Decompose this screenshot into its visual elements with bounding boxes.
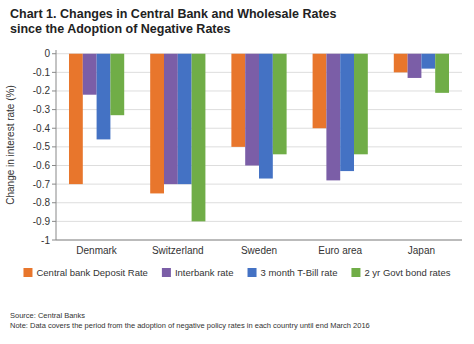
y-tick-label: -0.1 — [33, 67, 51, 78]
y-tick-label: -0.3 — [33, 104, 51, 115]
bar — [394, 54, 408, 73]
tick-mark — [52, 221, 56, 222]
legend-swatch — [351, 268, 360, 277]
annotation-line: Source: Central Banks — [10, 311, 85, 320]
legend-label: 2 yr Govt bond rates — [364, 267, 450, 278]
x-tick-label: Switzerland — [152, 245, 204, 256]
legend-item: 2 yr Govt bond rates — [351, 267, 450, 278]
y-tick-label: -0.6 — [33, 160, 51, 171]
bar — [97, 54, 111, 140]
bar — [340, 54, 354, 171]
y-axis-label: Change in interest rate (%) — [5, 85, 16, 205]
grid — [56, 54, 462, 240]
tick-mark — [52, 240, 56, 241]
x-tick-label: Euro area — [318, 245, 362, 256]
legend-label: Central bank Deposit Rate — [36, 267, 147, 278]
y-axis-line — [56, 50, 57, 240]
y-tick-label: -0.4 — [33, 123, 51, 134]
bar — [178, 54, 192, 184]
bar — [192, 54, 206, 222]
y-tick-label: -0.9 — [33, 216, 51, 227]
tick-mark — [52, 146, 56, 147]
legend-swatch — [162, 268, 171, 277]
bar — [259, 54, 273, 179]
tick-mark — [52, 53, 56, 54]
annotation-line: Note: Data covers the period from the ad… — [10, 321, 370, 330]
x-tick-label: Japan — [408, 245, 435, 256]
y-tick-label: 0 — [44, 48, 50, 59]
legend-swatch — [248, 268, 257, 277]
grid-line — [56, 221, 462, 222]
y-tick-label: -0.7 — [33, 179, 51, 190]
tick-mark — [52, 202, 56, 203]
legend-item: Central bank Deposit Rate — [23, 267, 147, 278]
legend: Central bank Deposit Rate Interbank rate 3… — [23, 267, 450, 278]
legend-swatch — [23, 268, 32, 277]
bars — [69, 54, 449, 222]
bar — [245, 54, 259, 166]
bar — [83, 54, 97, 95]
grid-line — [56, 202, 462, 203]
grid-line — [56, 240, 462, 241]
legend-item: Interbank rate — [162, 267, 234, 278]
tick-mark — [52, 128, 56, 129]
tick-mark — [52, 72, 56, 73]
bar — [421, 54, 435, 69]
y-tick-label: -0.8 — [33, 197, 51, 208]
chart: Chart 1. Changes in Central Bank and Who… — [0, 0, 474, 344]
grid-line — [56, 184, 462, 185]
tick-mark — [52, 184, 56, 185]
bar — [164, 54, 178, 184]
x-tick-label: Sweden — [241, 245, 277, 256]
title: Chart 1. Changes in Central Bank and Who… — [10, 7, 337, 36]
title-line: since the Adoption of Negative Rates — [10, 22, 230, 36]
title-line: Chart 1. Changes in Central Bank and Who… — [10, 7, 337, 21]
bar — [354, 54, 368, 155]
x-axis-line — [56, 240, 462, 241]
bar — [435, 54, 449, 93]
x-tick-label: Denmark — [76, 245, 118, 256]
y-tick-label: -0.5 — [33, 141, 51, 152]
y-tick-label: -0.2 — [33, 85, 51, 96]
tick-mark — [52, 165, 56, 166]
legend-label: Interbank rate — [175, 267, 234, 278]
y-tick-label: -1 — [41, 235, 50, 246]
legend-item: 3 month T-Bill rate — [248, 267, 338, 278]
bar — [313, 54, 327, 129]
annotation: Source: Central BanksNote: Data covers t… — [10, 311, 370, 330]
bar — [326, 54, 340, 181]
tick-mark — [52, 90, 56, 91]
bar — [231, 54, 245, 147]
legend-label: 3 month T-Bill rate — [261, 267, 338, 278]
bar — [273, 54, 287, 155]
bar — [150, 54, 164, 194]
bar — [110, 54, 124, 115]
bar — [408, 54, 422, 78]
bar — [69, 54, 83, 184]
tick-mark — [52, 109, 56, 110]
